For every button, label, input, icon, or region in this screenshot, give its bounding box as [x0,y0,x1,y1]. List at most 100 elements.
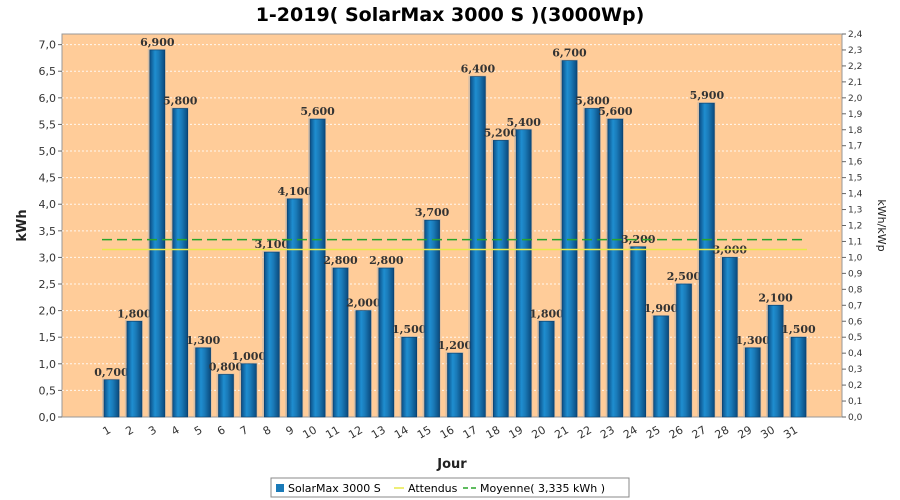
y2-tick-label: 0,6 [848,317,863,327]
y2-tick-label: 1,9 [848,110,863,120]
y-tick-label: 3,5 [39,225,57,238]
x-tick-label: 14 [392,423,411,441]
y2-tick-label: 0,3 [848,365,862,375]
bar-value-label: 2,500 [667,270,702,283]
y2-tick-label: 1,7 [848,142,862,152]
bar [744,347,761,418]
bar-value-label: 3,200 [621,233,656,246]
bar-value-label: 5,900 [690,89,725,102]
bar [630,246,647,418]
y-tick-label: 6,5 [39,65,57,78]
x-tick-label: 31 [781,423,800,441]
y2-tick-label: 1,0 [848,253,863,263]
bar-value-label: 5,600 [598,105,633,118]
y-tick-label: 3,0 [39,251,57,264]
x-tick-label: 25 [644,423,663,441]
y-tick-label: 1,5 [39,331,57,344]
bar [492,140,509,418]
y2-axis-label: kWh/kWp [875,199,888,251]
y2-tick-label: 1,3 [848,206,862,216]
x-tick-label: 18 [484,423,503,441]
bar [607,118,624,418]
legend-box [270,477,630,498]
bar [515,129,532,418]
y2-tick-label: 0,4 [848,349,863,359]
bar-value-label: 5,800 [163,94,198,107]
x-tick-label: 7 [238,423,251,438]
bar-value-label: 0,700 [94,366,129,379]
y2-tick-label: 2,3 [848,46,862,56]
x-tick-label: 15 [415,423,434,441]
bar [447,352,463,418]
bar-value-label: 1,900 [644,302,679,315]
x-tick-label: 8 [261,423,274,438]
y2-tick-label: 2,4 [848,30,863,40]
y-tick-label: 2,0 [39,305,57,318]
y2-tick-label: 1,5 [848,174,862,184]
bar-value-label: 3,700 [415,206,450,219]
y-tick-label: 7,0 [39,39,57,52]
bar-value-label: 2,000 [346,297,381,310]
y-tick-label: 2,5 [39,278,57,291]
bar-value-label: 5,400 [506,116,541,129]
bar [355,310,372,418]
y-tick-label: 5,5 [39,118,57,131]
bar [263,251,280,418]
y-tick-label: 6,0 [39,92,57,105]
chart-title: 1-2019( SolarMax 3000 S )(3000Wp) [256,4,645,26]
bar [424,219,440,418]
bar [103,379,120,418]
y-axis-label: kWh [15,209,30,241]
y2-tick-label: 2,2 [848,62,862,72]
bar-value-label: 5,800 [575,94,610,107]
x-tick-label: 2 [123,423,136,438]
bar [149,49,166,418]
x-tick-label: 23 [598,423,617,441]
bar [470,76,486,418]
bar-value-label: 6,400 [461,63,496,76]
bar-value-label: 6,900 [140,36,175,49]
y2-tick-label: 1,6 [848,158,863,168]
bar-value-label: 3,100 [255,238,290,251]
y2-tick-label: 0,0 [848,413,863,423]
bar [195,347,211,418]
bar-value-label: 1,000 [232,350,267,363]
bar [561,60,578,418]
bar-value-label: 1,500 [781,323,816,336]
x-tick-label: 24 [621,423,640,441]
x-tick-label: 30 [758,423,777,441]
x-tick-label: 27 [690,423,709,441]
bar [126,320,143,418]
legend-swatch-bar [276,484,284,492]
bar [676,283,692,418]
bar-value-label: 2,100 [758,291,793,304]
y-tick-label: 5,0 [39,145,57,158]
bar [699,102,715,418]
bar-value-label: 1,800 [529,307,564,320]
y2-tick-label: 0,5 [848,333,862,343]
bar-value-label: 2,800 [323,254,358,267]
y-tick-label: 4,5 [39,172,57,185]
bar-value-label: 1,500 [392,323,427,336]
bar [790,336,807,418]
legend-text-average: Moyenne( 3,335 kWh ) [480,482,605,495]
y2-tick-label: 0,9 [848,269,863,279]
bar [309,118,326,418]
x-tick-label: 13 [369,423,388,441]
x-tick-label: 29 [736,423,755,441]
y2-tick-label: 0,8 [848,285,863,295]
x-tick-label: 17 [461,423,480,441]
x-tick-label: 16 [438,423,457,441]
bar-value-label: 4,100 [277,185,312,198]
x-tick-label: 4 [169,423,182,438]
bar [172,108,188,418]
bar [584,108,601,418]
bar-value-label: 0,800 [209,360,244,373]
x-tick-label: 26 [667,423,686,441]
legend-text-expected: Attendus [408,482,458,495]
x-tick-label: 1 [100,423,113,438]
x-tick-label: 11 [323,423,342,441]
bar-value-label: 1,300 [186,334,221,347]
bar-value-label: 2,800 [369,254,404,267]
